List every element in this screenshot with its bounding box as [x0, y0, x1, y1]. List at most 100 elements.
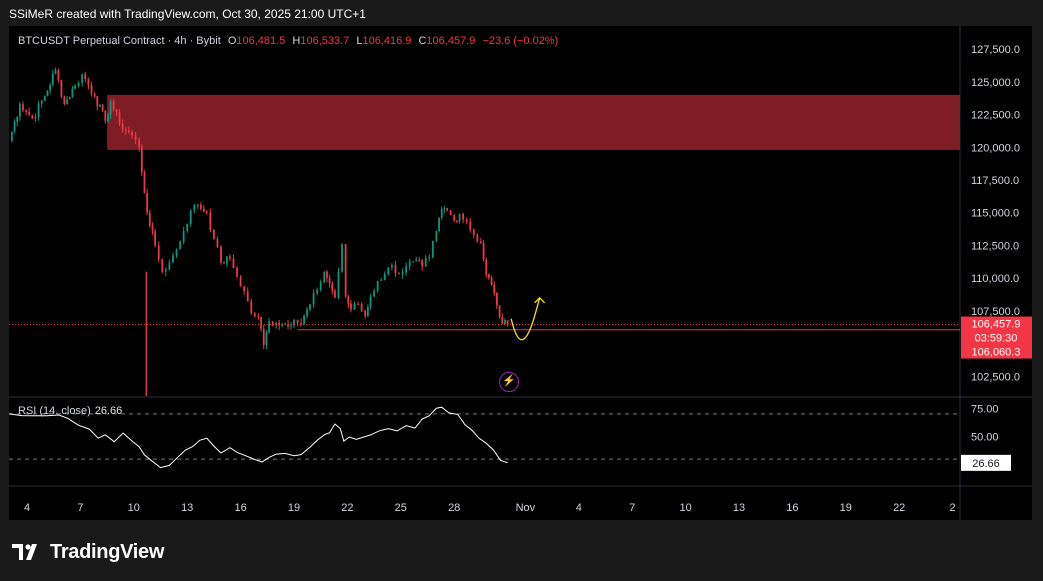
time-tick-label: 4	[576, 502, 582, 514]
candle-body	[99, 104, 101, 107]
candle-body	[326, 271, 328, 279]
chart-frame[interactable]: 127,500.0 125,000.0 122,500.0 120,000.0 117,…	[9, 26, 1032, 520]
rsi-label[interactable]: RSI (14, close)	[18, 405, 91, 417]
candle-body	[49, 85, 52, 91]
high-value: 106,533.7	[300, 35, 350, 47]
low-label: L	[356, 35, 363, 47]
candle-body	[186, 223, 189, 232]
price-chart[interactable]: 127,500.0 125,000.0 122,500.0 120,000.0 117,…	[9, 26, 1032, 520]
candle-body	[350, 303, 352, 310]
candle-body	[138, 139, 141, 148]
candle-body	[81, 73, 84, 83]
tradingview-logo: TradingView	[12, 541, 164, 563]
time-tick-label: 22	[893, 502, 905, 514]
candle-body	[57, 70, 60, 80]
candle-body	[77, 82, 80, 86]
price-tick-label: 122,500.0	[971, 110, 1020, 122]
candle-body	[74, 85, 76, 89]
candle-body	[54, 70, 57, 75]
candle-body	[408, 261, 411, 267]
candle-body	[309, 304, 311, 310]
candle-body	[357, 303, 359, 305]
tradingview-logo-icon	[12, 544, 37, 560]
candle-body	[344, 244, 347, 297]
candle-body	[383, 274, 386, 280]
candle-body	[43, 96, 46, 101]
candle-body	[232, 258, 235, 268]
candle-body	[303, 315, 305, 324]
candle-body	[428, 257, 431, 259]
candle-body	[438, 217, 440, 232]
time-tick-label: 19	[288, 502, 300, 514]
candle-body	[421, 260, 424, 267]
candle-body	[22, 104, 24, 111]
candle-body	[472, 229, 475, 235]
price-tick-label: 107,500.0	[971, 306, 1020, 318]
candle-body	[366, 306, 369, 317]
candle-body	[337, 271, 340, 298]
candle-body	[229, 256, 231, 259]
time-tick-label: 4	[24, 502, 30, 514]
time-tick-label: 10	[679, 502, 691, 514]
candle-body	[449, 210, 452, 215]
candle-body	[34, 116, 37, 119]
candle-body	[128, 130, 130, 133]
time-tick-label: 28	[448, 502, 460, 514]
candle-body	[46, 90, 49, 97]
candle-body	[341, 244, 343, 272]
candle-body	[131, 132, 133, 136]
candle-body	[268, 321, 270, 332]
candle-body	[353, 303, 356, 310]
price-tick-label: 127,500.0	[971, 44, 1020, 56]
candle-body	[412, 261, 415, 263]
candle-body	[458, 214, 461, 222]
candle-body	[199, 204, 202, 209]
candle-body	[16, 116, 19, 122]
symbol-title[interactable]: BTCUSDT Perpetual Contract · 4h · Bybit	[18, 35, 221, 47]
candle-body	[104, 110, 107, 122]
supply-zone[interactable]	[107, 94, 961, 150]
candle-body	[498, 305, 501, 317]
candle-body	[496, 293, 498, 306]
candle-body	[115, 109, 118, 113]
change-value: −23.6 (−0.02%)	[482, 35, 559, 47]
support-level-badge-text: 106,060.3	[972, 347, 1021, 359]
candle-body	[63, 96, 66, 105]
candle-body	[239, 276, 242, 287]
candle-body	[10, 131, 13, 141]
candle-body	[490, 277, 493, 285]
candle-body	[243, 286, 246, 292]
candle-body	[226, 256, 228, 264]
price-tick-label: 120,000.0	[971, 142, 1020, 154]
candle-body	[146, 193, 149, 213]
time-tick-label: 16	[786, 502, 798, 514]
candle-body	[455, 220, 458, 222]
candle-body	[387, 267, 390, 275]
rsi-tick-label: 50.00	[971, 432, 999, 444]
price-tick-label: 102,500.0	[971, 371, 1020, 383]
candle-body	[415, 259, 418, 262]
candle-body	[28, 111, 31, 115]
candle-body	[323, 271, 326, 283]
time-tick-label: 2	[950, 502, 956, 514]
candle-body	[369, 296, 372, 307]
candle-body	[51, 74, 54, 86]
projection-arrow[interactable]	[510, 297, 541, 341]
candle-body	[405, 266, 408, 273]
symbol-legend: BTCUSDT Perpetual Contract · 4h · Bybit …	[18, 35, 558, 47]
time-tick-label: 16	[234, 502, 246, 514]
open-value: 106,481.5	[236, 35, 286, 47]
candle-body	[216, 238, 219, 247]
candle-body	[398, 273, 400, 275]
candle-body	[485, 259, 488, 275]
countdown-text: 03:59:30	[975, 333, 1018, 345]
candle-body	[213, 229, 215, 239]
price-tick-label: 112,500.0	[971, 240, 1019, 252]
candle-body	[504, 320, 506, 324]
rsi-value-badge-text: 26.66	[972, 458, 1000, 470]
candle-body	[446, 208, 448, 211]
price-tick-label: 115,000.0	[971, 208, 1019, 220]
price-tick-label: 125,000.0	[971, 77, 1020, 89]
bolt-icon[interactable]: ⚡	[499, 372, 519, 392]
candle-body	[60, 79, 63, 97]
